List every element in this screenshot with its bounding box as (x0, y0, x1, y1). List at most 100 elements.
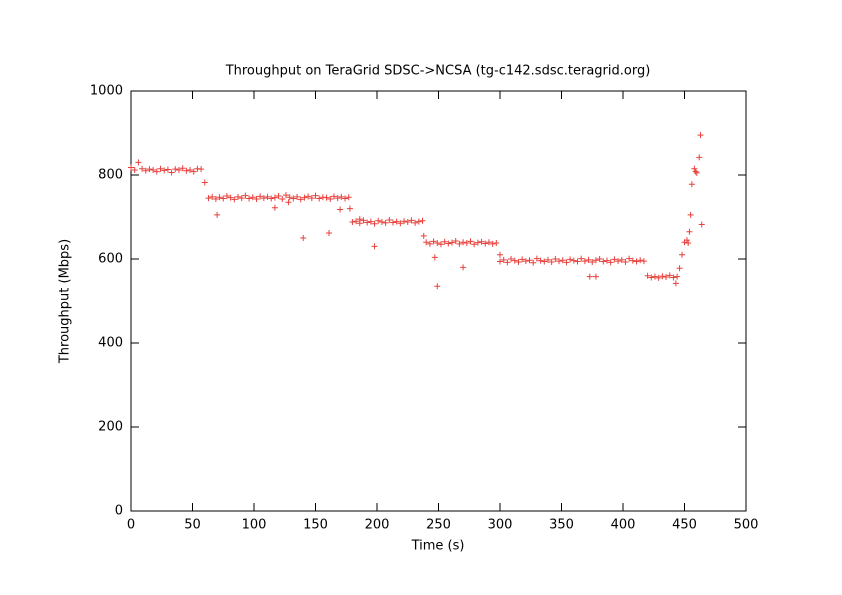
point (589, 258, 596, 265)
point (212, 195, 219, 202)
point (471, 241, 478, 248)
point (346, 205, 353, 212)
point (404, 219, 411, 226)
point (371, 220, 378, 227)
x-tick-label: 200 (365, 518, 390, 533)
point (676, 265, 683, 272)
point (419, 217, 426, 224)
point (698, 221, 705, 228)
point (666, 272, 673, 279)
point (353, 218, 360, 225)
point (157, 165, 164, 172)
point (294, 193, 301, 200)
point (629, 257, 636, 264)
point (586, 273, 593, 280)
point (382, 219, 389, 226)
point (235, 193, 242, 200)
point (227, 194, 234, 201)
point (500, 256, 507, 263)
point (209, 193, 216, 200)
point (150, 166, 157, 173)
point (337, 206, 344, 213)
point (146, 166, 153, 173)
point (253, 195, 260, 202)
point (308, 195, 315, 202)
point (231, 196, 238, 203)
point (305, 193, 312, 200)
point (674, 273, 681, 280)
point (183, 167, 190, 174)
x-tick-label: 150 (303, 518, 328, 533)
point (397, 220, 404, 227)
point (431, 254, 438, 261)
point (367, 218, 374, 225)
point (286, 194, 293, 201)
point (544, 256, 551, 263)
point (260, 195, 267, 202)
point (161, 167, 168, 174)
point (220, 195, 227, 202)
point (275, 193, 282, 199)
point (537, 257, 544, 264)
point (360, 217, 367, 224)
point (515, 258, 522, 265)
point (434, 240, 441, 247)
point (386, 216, 393, 223)
y-tick-label: 800 (98, 168, 123, 183)
point (563, 259, 570, 266)
point (401, 218, 408, 225)
point (297, 196, 304, 203)
point (271, 204, 278, 211)
point (622, 258, 629, 265)
point (190, 168, 197, 175)
point (567, 256, 574, 263)
point (651, 273, 658, 280)
point (187, 166, 194, 173)
point (285, 199, 292, 206)
point (271, 194, 278, 201)
x-tick-label: 100 (242, 518, 267, 533)
y-axis-label: Throughput (Mbps) (58, 239, 73, 364)
point (246, 195, 253, 202)
point (585, 256, 592, 263)
point (615, 258, 622, 265)
point (423, 239, 430, 246)
point (214, 211, 221, 218)
point (541, 258, 548, 265)
point (290, 195, 297, 202)
point (696, 154, 703, 161)
point (626, 255, 633, 262)
point (482, 240, 489, 247)
point (257, 193, 264, 200)
point (441, 238, 448, 245)
point (334, 195, 341, 202)
point (460, 239, 467, 246)
point (128, 164, 134, 171)
point (474, 239, 481, 246)
point (497, 258, 503, 265)
point (164, 166, 171, 173)
point (467, 238, 474, 245)
point (478, 238, 485, 245)
point (504, 259, 511, 266)
point (697, 132, 704, 139)
point (489, 240, 496, 247)
point (511, 257, 518, 264)
point (508, 256, 515, 262)
point (693, 169, 700, 176)
point (659, 273, 666, 280)
point (316, 195, 323, 202)
point (655, 274, 662, 281)
point (201, 179, 208, 186)
point (548, 258, 555, 265)
point (445, 240, 452, 247)
point (679, 251, 686, 258)
y-tick-label: 200 (98, 420, 123, 435)
x-tick-label: 350 (549, 518, 574, 533)
point (578, 255, 585, 262)
point (326, 229, 333, 236)
point (493, 240, 500, 247)
point (135, 159, 142, 166)
